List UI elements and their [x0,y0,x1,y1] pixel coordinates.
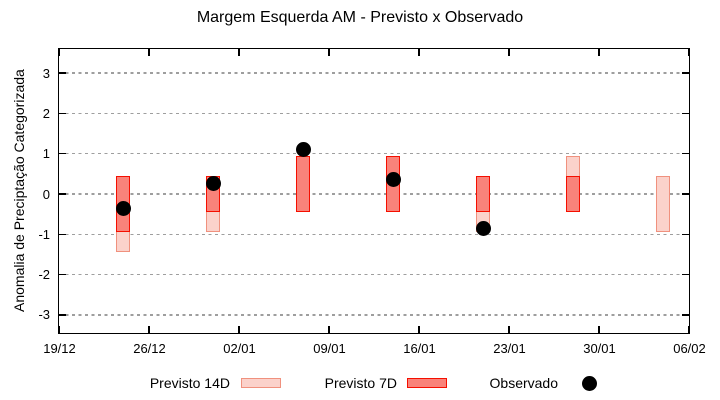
x-tick-top [328,49,330,56]
y-tick-right [682,193,689,195]
x-tick-label: 26/12 [133,341,166,356]
y-tick-label: 1 [42,146,50,162]
x-tick-label: 19/12 [43,341,76,356]
x-tick-bottom [598,326,600,333]
y-tick-right [682,112,689,115]
observed-dot [385,172,401,188]
gridline [59,233,689,236]
legend-swatch-previsto-7d [407,378,447,388]
forecast-bar-7d [566,175,581,213]
y-tick-label: 3 [42,65,50,81]
legend-label-observado: Observado [489,375,558,391]
forecast-bar-14d [656,175,671,233]
legend-label-previsto-14d: Previsto 14D [149,375,230,391]
y-tick-left [59,193,66,195]
x-tick-top [148,49,150,56]
x-tick-label: 16/01 [403,341,436,356]
x-tick-label: 09/01 [313,341,346,356]
gridline [59,314,689,316]
y-tick-left [59,72,66,74]
x-tick-bottom [238,326,240,333]
chart-title: Margem Esquerda AM - Previsto x Observad… [196,9,524,26]
y-tick-right [682,273,689,276]
x-tick-top [418,49,420,56]
observed-dot [115,200,131,216]
y-tick-label: 2 [42,105,50,121]
x-tick-top [598,49,600,56]
gridline [59,152,689,155]
forecast-bar-7d [296,155,311,213]
x-tick-label: 02/01 [223,341,256,356]
forecast-bar-7d [476,175,491,213]
plot-area [58,48,690,334]
y-tick-right [682,152,689,155]
y-tick-right [682,314,689,316]
x-tick-label: 30/01 [583,341,616,356]
x-tick-top [58,49,60,56]
y-tick-left [59,314,66,316]
x-tick-label: 23/01 [493,341,526,356]
x-tick-label: 06/02 [673,341,706,356]
y-tick-label: -1 [38,226,50,242]
x-tick-bottom [328,326,330,333]
y-tick-label: 0 [42,186,50,202]
legend-dot-observado-icon [582,375,597,391]
y-tick-label: -2 [38,267,50,283]
legend-swatch-previsto-14d [241,378,281,388]
x-tick-bottom [688,326,690,333]
y-tick-right [682,233,689,236]
x-tick-bottom [148,326,150,333]
observed-dot [205,176,221,192]
y-tick-right [682,72,689,74]
y-tick-left [59,112,66,115]
observed-dot [295,142,311,158]
gridline [59,273,689,276]
x-tick-bottom [508,326,510,333]
y-tick-left [59,152,66,155]
y-tick-label: -3 [38,307,50,323]
legend-label-previsto-7d: Previsto 7D [324,375,397,391]
y-tick-left [59,233,66,236]
gridline [59,193,689,195]
gridline [59,112,689,115]
gridline [59,72,689,74]
x-tick-bottom [58,326,60,333]
x-tick-top [508,49,510,56]
x-tick-bottom [418,326,420,333]
x-tick-top [238,49,240,56]
observed-dot [475,220,491,236]
y-tick-left [59,273,66,276]
x-tick-top [688,49,690,56]
